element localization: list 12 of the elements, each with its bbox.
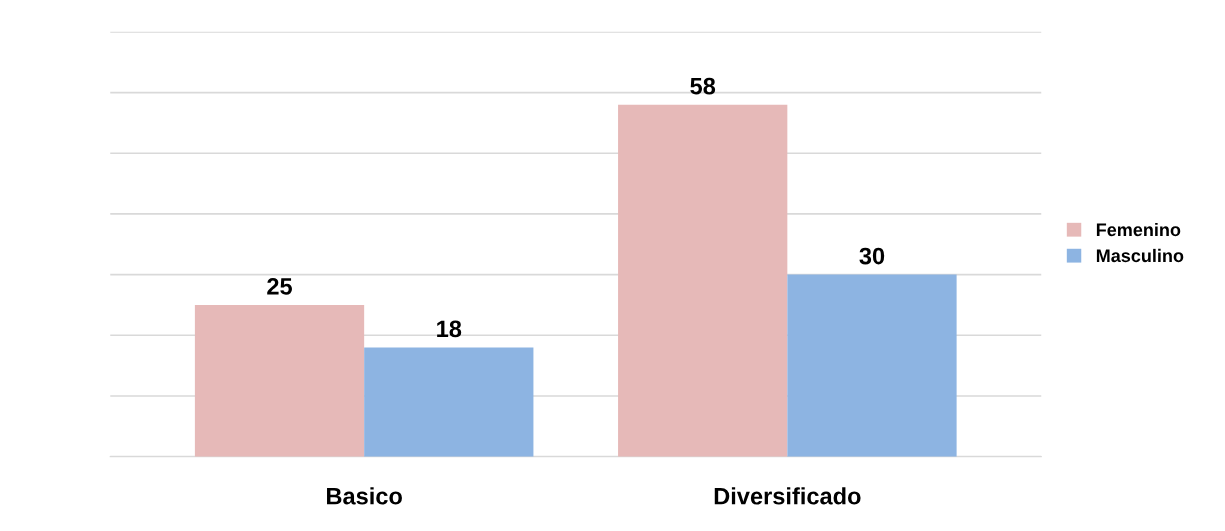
bar <box>618 104 788 457</box>
data-label: 58 <box>690 77 716 95</box>
bar <box>364 347 534 457</box>
data-label: 30 <box>859 247 885 265</box>
bar <box>787 274 957 457</box>
bar <box>194 304 365 457</box>
data-label: 18 <box>437 320 462 338</box>
x-tick-label: Diversificado <box>714 487 861 505</box>
x-tick-label: Basico <box>327 487 402 505</box>
data-label: 25 <box>267 278 292 295</box>
legend-label: Masculino <box>1096 248 1184 263</box>
legend-label: Femenino <box>1096 222 1181 237</box>
